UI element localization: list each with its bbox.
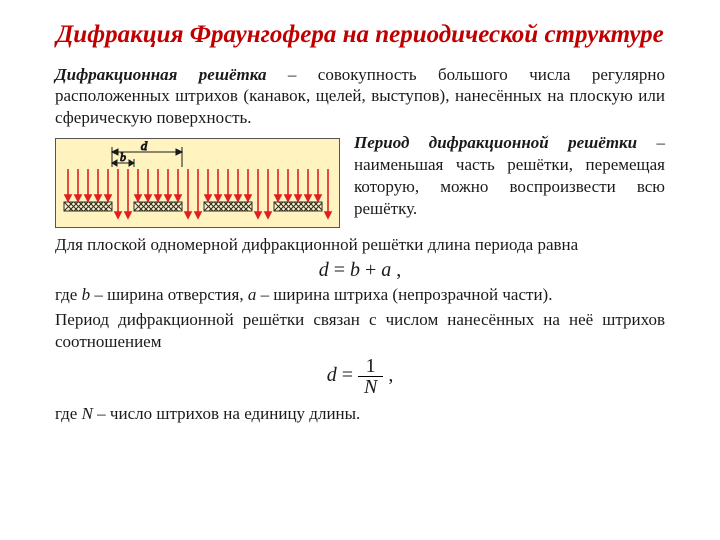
f1-a: a (381, 259, 391, 281)
f1-comma: , (391, 259, 401, 281)
definition-row: d b Период дифракционной решётки – наиме… (55, 132, 665, 228)
f2-num: 1 (358, 356, 383, 377)
f1-d: d (319, 259, 329, 281)
w2-pre: где (55, 404, 82, 423)
f2-frac: 1N (358, 356, 383, 397)
f1-eq: = (329, 259, 350, 281)
label-d: d (141, 139, 148, 153)
where-2: где N – число штрихов на единицу длины. (55, 403, 665, 424)
f2-d: d (327, 364, 337, 386)
where-1: где b – ширина отверстия, а – ширина штр… (55, 284, 665, 305)
grating-diagram: d b (55, 138, 340, 228)
f1-b: b (350, 259, 360, 281)
period-definition: Период дифракционной решётки – наименьша… (354, 132, 665, 220)
w1-b: b (82, 285, 91, 304)
hatch-segments (64, 202, 322, 211)
plane-text: Для плоской одномерной дифракционной реш… (55, 234, 665, 255)
label-b: b (120, 150, 126, 164)
intro-paragraph: Дифракционная решётка – совокупность бол… (55, 64, 665, 128)
f2-comma: , (383, 364, 393, 386)
relation-text: Период дифракционной решётки связан с чи… (55, 309, 665, 352)
f2-den: N (358, 377, 383, 397)
w2-N: N (82, 404, 93, 423)
intro-term: Дифракционная решётка (55, 65, 266, 84)
w2-rest: – число штрихов на единицу длины. (93, 404, 360, 423)
page: Дифракция Фраунгофера на периодической с… (0, 0, 720, 540)
w1-pre: где (55, 285, 82, 304)
formula-2: d = 1N , (55, 356, 665, 397)
period-term: Период дифракционной решётки (354, 133, 637, 152)
f2-eq: = (337, 364, 358, 386)
w1-mid1: – ширина отверстия, (90, 285, 248, 304)
f1-plus: + (360, 259, 381, 281)
page-title: Дифракция Фраунгофера на периодической с… (55, 20, 665, 50)
formula-1: d = b + a , (55, 259, 665, 282)
w1-mid2: – ширина штриха (непрозрачной части). (256, 285, 552, 304)
grating-svg: d b (56, 139, 339, 227)
